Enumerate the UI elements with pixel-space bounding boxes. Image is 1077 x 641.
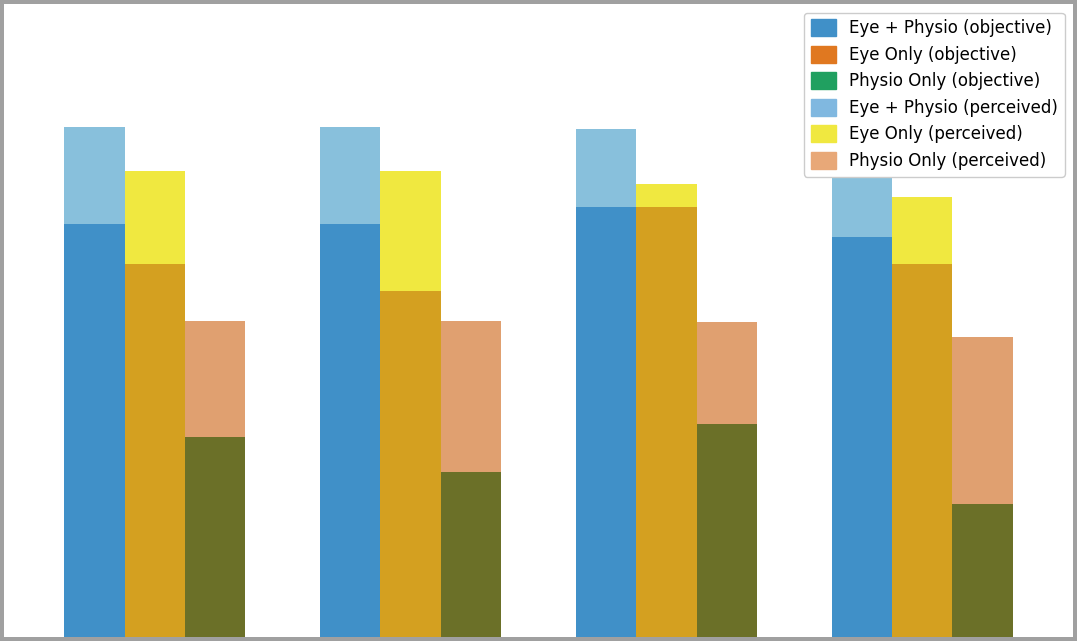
Legend: Eye + Physio (objective), Eye Only (objective), Physio Only (objective), Eye + P: Eye + Physio (objective), Eye Only (obje… (803, 13, 1064, 176)
Bar (833, 143, 892, 637)
Bar (892, 197, 952, 637)
Bar (697, 424, 757, 637)
Bar (833, 237, 892, 637)
Bar (576, 207, 637, 637)
Bar (65, 224, 125, 637)
Bar (440, 472, 501, 637)
Bar (185, 437, 244, 637)
Bar (637, 184, 697, 637)
Bar (320, 224, 380, 637)
Bar (185, 320, 244, 637)
Bar (952, 504, 1012, 637)
Bar (380, 290, 440, 637)
Bar (125, 264, 185, 637)
Bar (65, 128, 125, 637)
Bar (125, 171, 185, 637)
Bar (440, 320, 501, 637)
Bar (697, 322, 757, 637)
Bar (380, 171, 440, 637)
Bar (320, 128, 380, 637)
Bar (576, 129, 637, 637)
Bar (892, 264, 952, 637)
Bar (637, 207, 697, 637)
Bar (952, 337, 1012, 637)
